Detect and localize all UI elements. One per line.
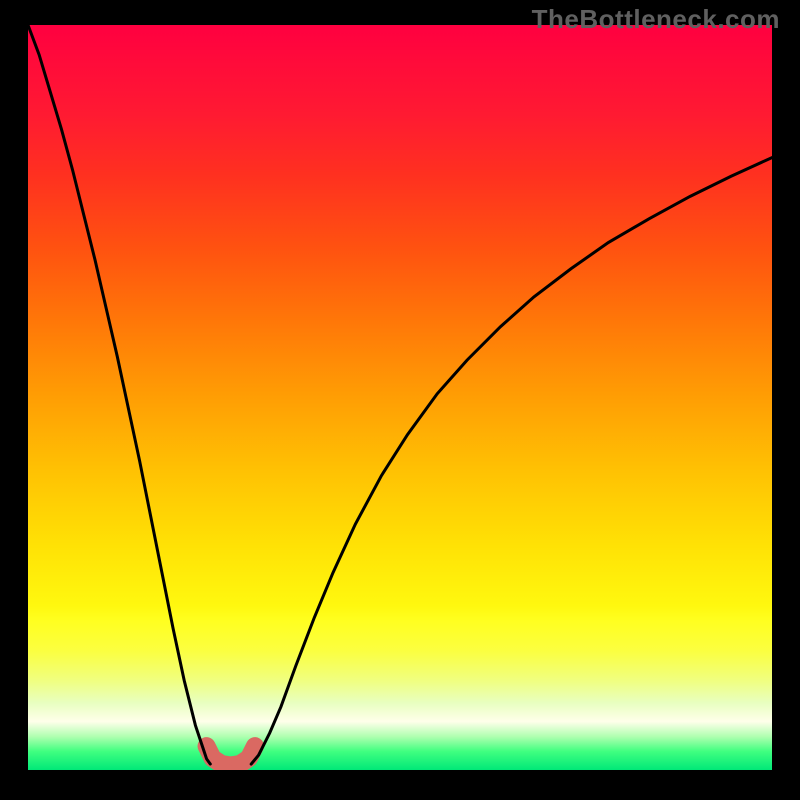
watermark-text: TheBottleneck.com bbox=[532, 4, 780, 35]
outer-frame: TheBottleneck.com bbox=[0, 0, 800, 800]
plot-area bbox=[28, 25, 772, 770]
gradient-background bbox=[28, 25, 772, 770]
